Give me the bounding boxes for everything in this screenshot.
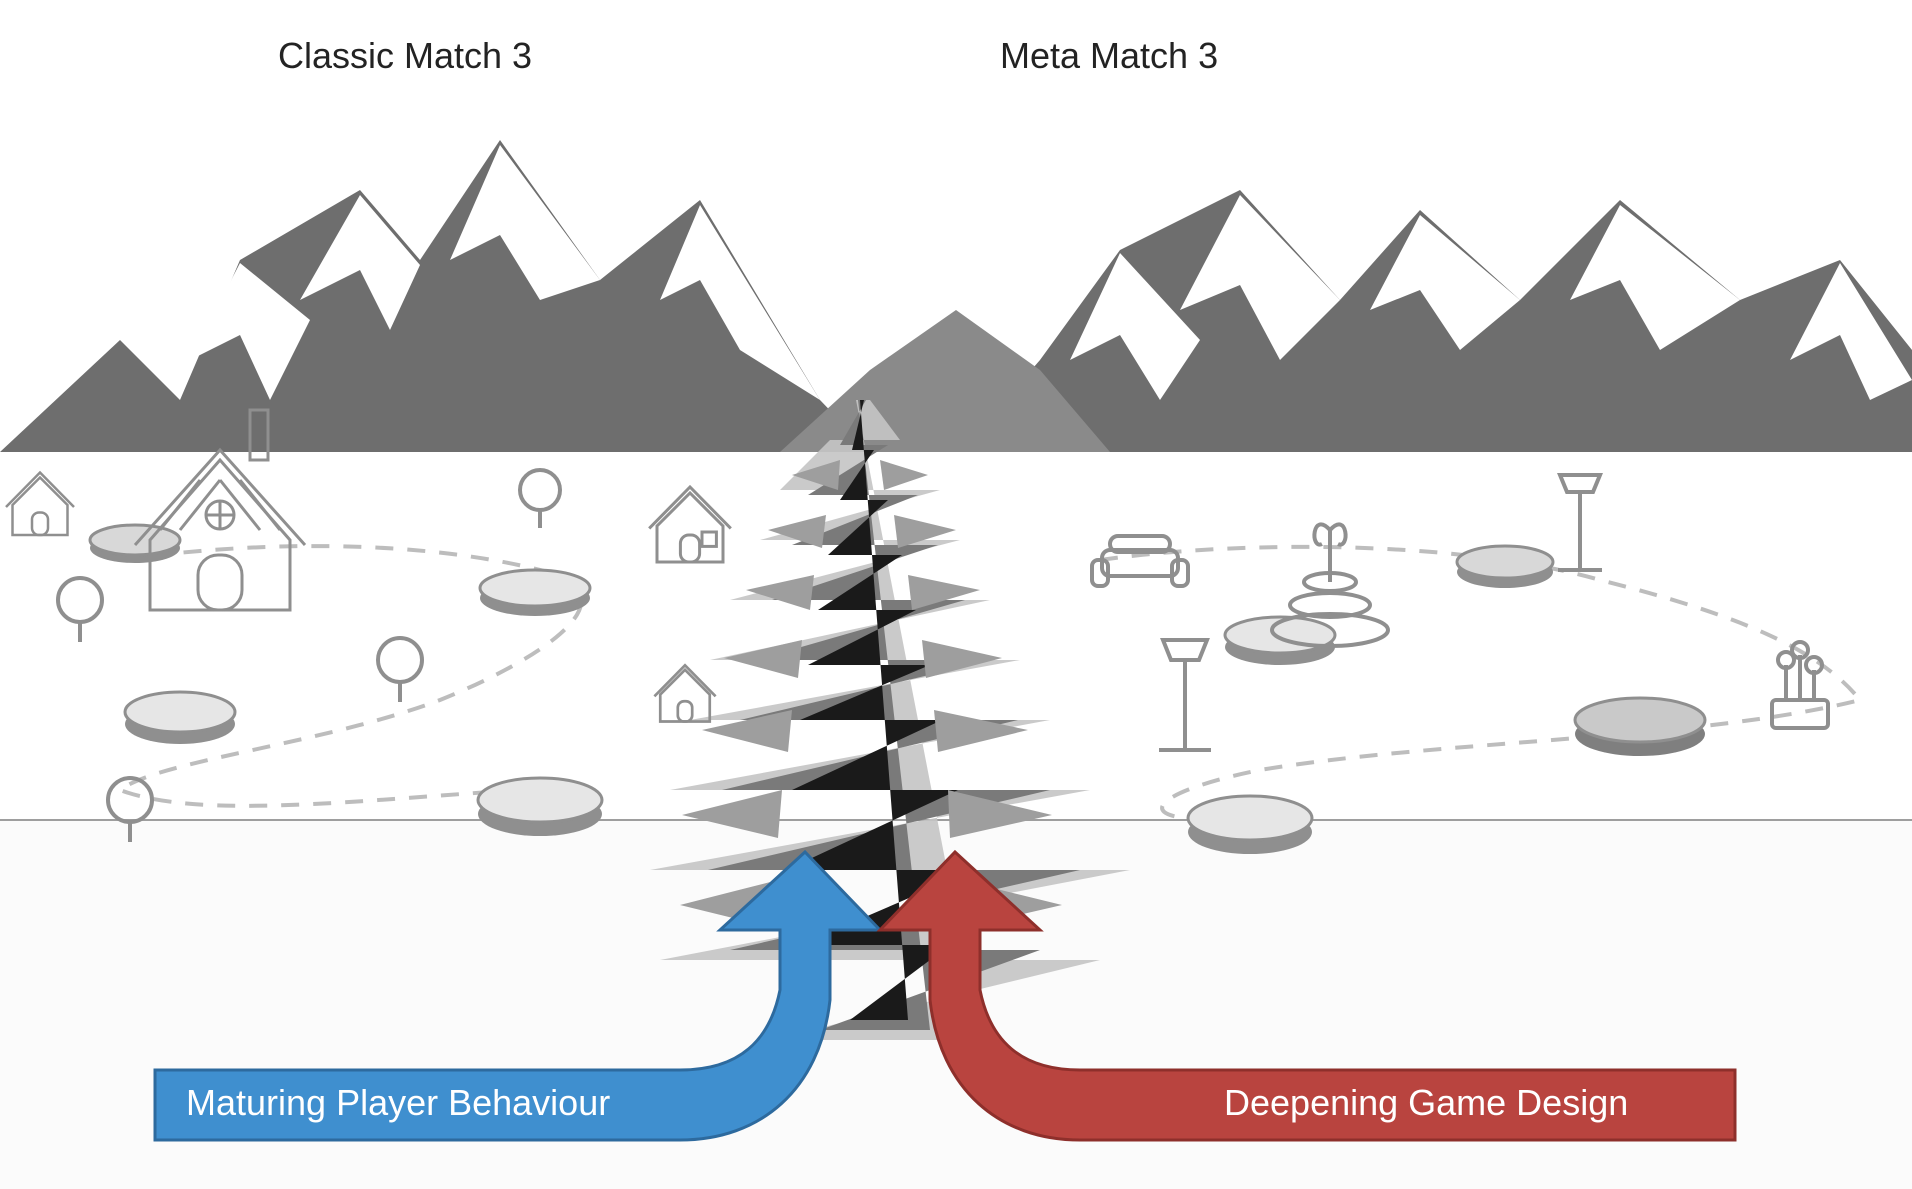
title-right: Meta Match 3 — [1000, 35, 1218, 77]
meta-node-4 — [1188, 796, 1312, 854]
classic-node-4 — [478, 778, 602, 836]
mountains — [0, 140, 1912, 452]
sofa-icon — [1092, 536, 1188, 586]
house-small-icon-1 — [6, 473, 74, 536]
classic-node-2 — [480, 570, 590, 616]
lamp-icon-1 — [1159, 640, 1211, 750]
classic-side — [6, 410, 731, 842]
house-small-icon-3 — [654, 665, 715, 721]
lamp-icon-2 — [1558, 475, 1602, 570]
meta-node-2 — [1225, 617, 1335, 665]
diagram-canvas: Classic Match 3 Meta Match 3 Maturing Pl… — [0, 0, 1912, 1189]
arrow-left-label: Maturing Player Behaviour — [186, 1082, 610, 1124]
diagram-svg — [0, 0, 1912, 1189]
meta-path — [1100, 547, 1860, 820]
meta-side — [1092, 475, 1860, 854]
meta-node-1 — [1457, 546, 1553, 588]
arrow-right-label: Deepening Game Design — [1224, 1082, 1628, 1124]
title-left: Classic Match 3 — [278, 35, 532, 77]
classic-node-3 — [125, 692, 235, 744]
meta-node-3 — [1575, 698, 1705, 756]
house-small-icon-2 — [649, 487, 731, 562]
